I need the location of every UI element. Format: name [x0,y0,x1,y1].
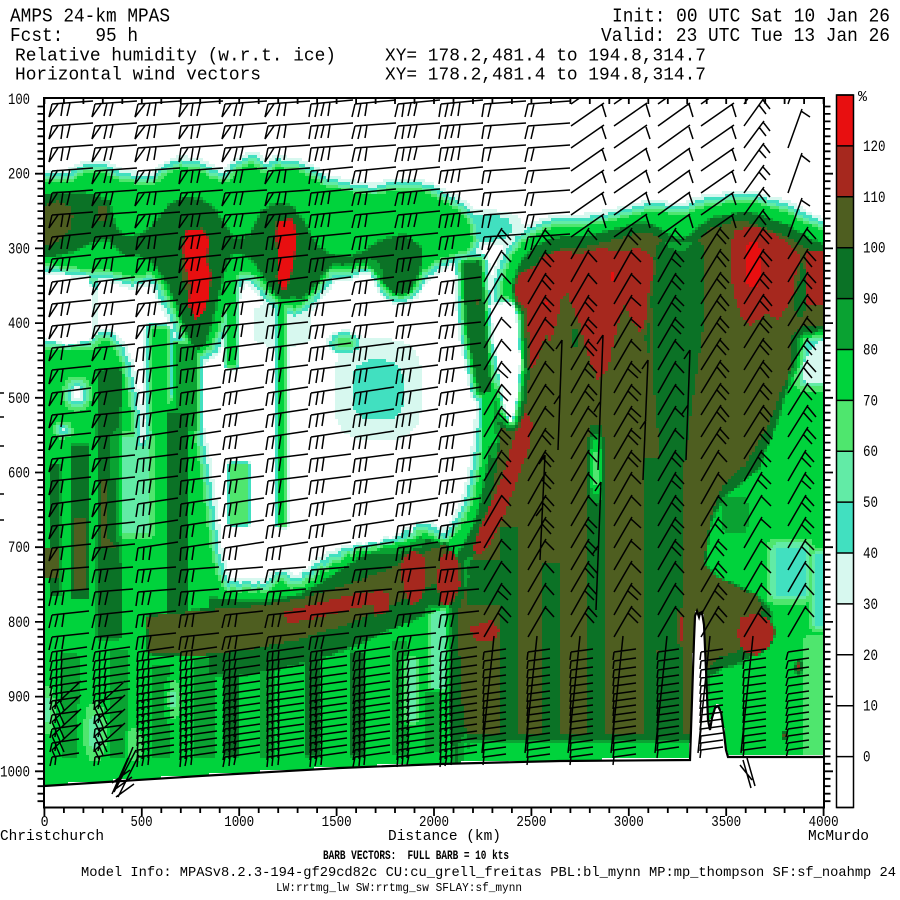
svg-text:120: 120 [863,138,886,156]
svg-text:3000: 3000 [614,814,644,831]
svg-text:1500: 1500 [322,814,352,831]
svg-text:Model Info: MPASv8.2.3-194-gf2: Model Info: MPASv8.2.3-194-gf29cd82c CU:… [81,865,896,881]
svg-text:1000: 1000 [0,763,30,781]
svg-text:Fcst: 95 h: Fcst: 95 h [10,25,138,47]
svg-text:900: 900 [8,689,30,707]
svg-text:100: 100 [8,91,30,109]
svg-text:30: 30 [863,596,878,614]
svg-text:50: 50 [863,494,878,512]
svg-text:10: 10 [863,698,878,716]
svg-text:LW:rrtmg_lw SW:rrtmg_sw SFLAY:: LW:rrtmg_lw SW:rrtmg_sw SFLAY:sf_mynn [276,882,522,895]
svg-text:800: 800 [8,614,30,632]
svg-text:1000: 1000 [224,814,254,831]
svg-text:20: 20 [863,647,878,665]
svg-text:Distance (km): Distance (km) [388,828,501,845]
svg-text:%: % [858,89,868,106]
svg-text:McMurdo: McMurdo [808,828,869,845]
svg-text:60: 60 [863,443,878,461]
svg-text:0: 0 [863,749,871,767]
svg-text:500: 500 [131,814,153,831]
svg-text:200: 200 [8,166,30,184]
svg-text:XY= 178.2,481.4 to 194.8,314.7: XY= 178.2,481.4 to 194.8,314.7 [385,47,706,67]
svg-text:Valid: 23 UTC Tue 13 Jan 26: Valid: 23 UTC Tue 13 Jan 26 [601,25,890,47]
svg-text:4000: 4000 [809,814,839,831]
svg-text:90: 90 [863,291,878,309]
svg-text:2500: 2500 [516,814,546,831]
svg-text:500: 500 [8,390,30,408]
svg-text:110: 110 [863,189,886,207]
svg-text:BARB VECTORS: FULL BARB = 10: BARB VECTORS: FULL BARB = 10 kts [323,848,509,863]
svg-text:Horizontal wind vectors: Horizontal wind vectors [15,66,261,86]
svg-text:AMPS 24-km MPAS: AMPS 24-km MPAS [10,6,170,28]
svg-text:Init: 00 UTC Sat 10 Jan 26: Init: 00 UTC Sat 10 Jan 26 [612,6,890,28]
svg-text:70: 70 [863,392,878,410]
svg-text:0: 0 [41,814,49,831]
svg-text:XY= 178.2,481.4 to 194.8,314.7: XY= 178.2,481.4 to 194.8,314.7 [385,66,706,86]
svg-text:80: 80 [863,342,878,360]
svg-text:Relative humidity (w.r.t. ice): Relative humidity (w.r.t. ice) [15,47,336,67]
svg-text:40: 40 [863,545,878,563]
svg-text:100: 100 [863,240,886,258]
svg-text:Christchurch: Christchurch [0,828,104,845]
svg-text:400: 400 [8,315,30,333]
svg-text:600: 600 [8,465,30,483]
svg-text:3500: 3500 [711,814,741,831]
svg-text:700: 700 [8,539,30,557]
svg-text:2000: 2000 [419,814,449,831]
svg-text:300: 300 [8,240,30,258]
